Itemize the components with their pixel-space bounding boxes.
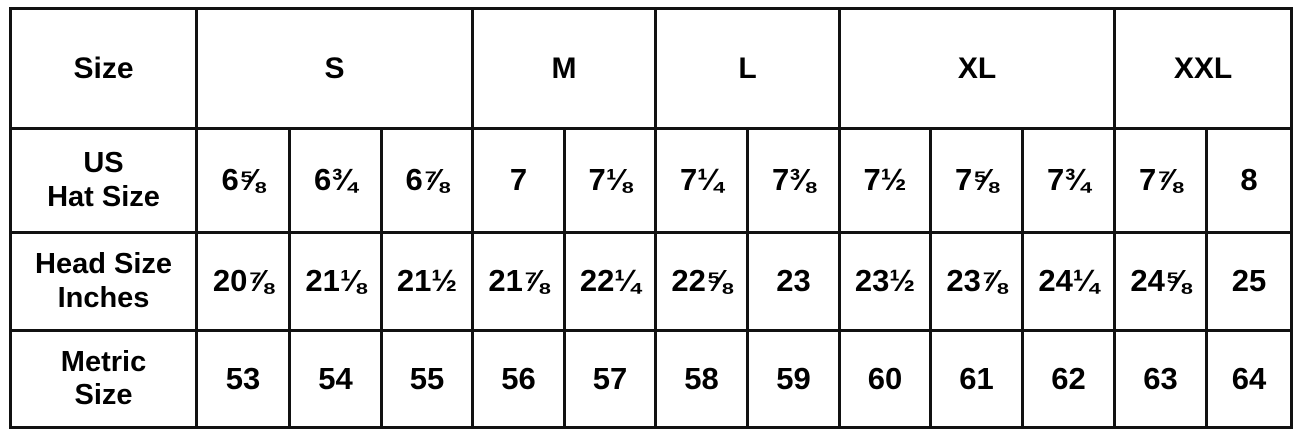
table-cell: 21⅞ (471, 231, 566, 332)
table-cell: 55 (380, 329, 474, 429)
table-cell: 6⅝ (195, 127, 291, 234)
table-cell: 61 (929, 329, 1024, 429)
table-cell: 56 (471, 329, 566, 429)
row-label-line: Metric (60, 345, 147, 378)
table-cell: 22⅝ (654, 231, 749, 332)
table-cell: 6⅞ (380, 127, 474, 234)
table-row: Metric Size 53 54 55 56 57 58 59 60 61 62 63 64 (9, 329, 1293, 429)
table-cell: 63 (1113, 329, 1208, 429)
table-cell: 54 (288, 329, 383, 429)
row-label-line: Hat Size (47, 180, 160, 213)
size-header: Size (9, 7, 198, 130)
table-cell: 60 (838, 329, 932, 429)
header-row: Size S M L XL XXL (9, 7, 1293, 130)
table-cell: 7⅜ (746, 127, 841, 234)
row-label: US Hat Size (9, 127, 198, 234)
hat-size-chart: Size S M L XL XXL US Hat Size 6⅝ 6¾ 6⅞ 7 7⅛ 7¼ 7⅜ 7½ 7⅝ 7… (9, 7, 1293, 429)
table-cell: 62 (1021, 329, 1116, 429)
size-group-xxl: XXL (1113, 7, 1293, 130)
table-cell: 7⅞ (1113, 127, 1208, 234)
size-group-xl: XL (838, 7, 1116, 130)
table-row: Head Size Inches 20⅞ 21⅛ 21½ 21⅞ 22¼ 22⅝ 23 23½ 23… (9, 231, 1293, 332)
row-label-line: Head Size (35, 248, 172, 281)
table-row: US Hat Size 6⅝ 6¾ 6⅞ 7 7⅛ 7¼ 7⅜ 7½ 7⅝ 7¾ 7⅞ 8 (9, 127, 1293, 234)
table-cell: 24⅝ (1113, 231, 1208, 332)
table-cell: 58 (654, 329, 749, 429)
table-cell: 20⅞ (195, 231, 291, 332)
table-cell: 24¼ (1021, 231, 1116, 332)
size-group-l: L (654, 7, 841, 130)
row-label: Head Size Inches (9, 231, 198, 332)
table-cell: 23½ (838, 231, 932, 332)
row-label-line: US (83, 147, 124, 180)
table-cell: 7½ (838, 127, 932, 234)
table-cell: 7 (471, 127, 566, 234)
table-cell: 57 (563, 329, 657, 429)
table-cell: 7⅝ (929, 127, 1024, 234)
table-cell: 22¼ (563, 231, 657, 332)
table-cell: 7¼ (654, 127, 749, 234)
row-label-line: Inches (57, 281, 150, 314)
table-cell: 23⅞ (929, 231, 1024, 332)
table-cell: 21½ (380, 231, 474, 332)
table-cell: 25 (1205, 231, 1293, 332)
table-cell: 64 (1205, 329, 1293, 429)
table-cell: 59 (746, 329, 841, 429)
table-cell: 7¾ (1021, 127, 1116, 234)
table-cell: 7⅛ (563, 127, 657, 234)
table-cell: 53 (195, 329, 291, 429)
table-cell: 8 (1205, 127, 1293, 234)
table-cell: 21⅛ (288, 231, 383, 332)
table-cell: 6¾ (288, 127, 383, 234)
size-group-s: S (195, 7, 474, 130)
row-label: Metric Size (9, 329, 198, 429)
size-group-m: M (471, 7, 657, 130)
row-label-line: Size (74, 379, 133, 411)
table-cell: 23 (746, 231, 841, 332)
